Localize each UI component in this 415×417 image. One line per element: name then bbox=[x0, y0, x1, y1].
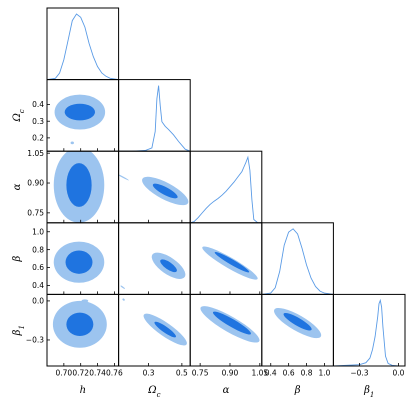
x-tick-label: 0.8 bbox=[301, 369, 313, 378]
contour-panel-alpha-beta1 bbox=[200, 306, 260, 343]
contour-panel-alpha-beta bbox=[202, 246, 258, 280]
y-tick-label: 0.2 bbox=[32, 133, 44, 142]
x-axis-label-beta: β bbox=[294, 385, 301, 396]
x-tick-label: 0.74 bbox=[89, 369, 106, 378]
x-tick-label: 0.90 bbox=[222, 369, 239, 378]
contour-panel-h-omega_c bbox=[54, 94, 106, 145]
marginal-panel-omega_c bbox=[118, 85, 191, 152]
x-tick-label: 0.75 bbox=[192, 369, 209, 378]
contour-island bbox=[118, 173, 129, 181]
contour-68-inner bbox=[283, 313, 312, 331]
y-tick-label: 0.90 bbox=[27, 179, 44, 188]
x-tick-label: 0.6 bbox=[283, 369, 295, 378]
x-tick-label: 1.0 bbox=[318, 369, 330, 378]
x-tick-label: −0.3 bbox=[350, 369, 368, 378]
x-tick-label: 0.76 bbox=[106, 369, 123, 378]
x-tick-label: 0.3 bbox=[143, 369, 155, 378]
contour-68-inner bbox=[66, 312, 94, 337]
x-axis-label-alpha: α bbox=[223, 385, 230, 396]
contour-panel-omega_c-beta1 bbox=[122, 298, 187, 346]
y-axis-label-beta1: β1 bbox=[12, 325, 26, 336]
marginal-curve-omega_c bbox=[118, 85, 191, 152]
contour-68-inner bbox=[212, 311, 252, 335]
contour-island bbox=[122, 298, 125, 301]
y-tick-label: 0.75 bbox=[27, 208, 44, 217]
contour-island bbox=[70, 141, 74, 145]
contour-panel-h-beta1 bbox=[52, 299, 107, 348]
marginal-panel-beta bbox=[261, 228, 334, 295]
x-tick-label: 0.0 bbox=[393, 369, 405, 378]
marginal-panel-beta1 bbox=[333, 298, 405, 366]
y-tick-label: −0.3 bbox=[26, 336, 44, 345]
marginal-curve-alpha bbox=[190, 155, 262, 223]
panel-frame bbox=[332, 293, 406, 367]
contour-68-inner bbox=[154, 321, 177, 338]
contour-68-inner bbox=[160, 259, 177, 273]
x-axis-label-h: h bbox=[80, 385, 86, 396]
y-axis-label-beta: β bbox=[12, 255, 23, 262]
x-tick-label: 1.05 bbox=[251, 369, 268, 378]
x-axis-label-beta1: β1 bbox=[363, 385, 374, 399]
marginal-curve-beta1 bbox=[333, 298, 405, 366]
marginal-panel-alpha bbox=[190, 155, 262, 223]
y-tick-label: 0.6 bbox=[32, 263, 44, 272]
contour-panel-h-alpha bbox=[53, 151, 105, 223]
y-tick-label: 0.4 bbox=[32, 281, 44, 290]
y-tick-label: 1.05 bbox=[27, 149, 44, 158]
x-axis-label-omega_c: Ωc bbox=[147, 385, 160, 399]
contour-68-inner bbox=[65, 250, 93, 274]
y-axis-label-alpha: α bbox=[12, 183, 23, 190]
contour-panel-beta-beta1 bbox=[274, 308, 322, 339]
contour-panel-h-beta bbox=[53, 241, 105, 283]
contour-68-inner bbox=[152, 183, 178, 199]
contour-panel-omega_c-alpha bbox=[118, 173, 189, 206]
x-tick-label: 0.70 bbox=[55, 369, 72, 378]
contour-68-inner bbox=[214, 251, 250, 273]
contour-panel-omega_c-beta bbox=[120, 252, 186, 289]
contour-68-inner bbox=[64, 103, 96, 121]
y-tick-label: 0.3 bbox=[32, 117, 44, 126]
panel-frame bbox=[46, 7, 120, 81]
marginal-curve-h bbox=[47, 13, 119, 80]
y-tick-label: 0.8 bbox=[32, 245, 44, 254]
y-tick-label: 0.0 bbox=[32, 297, 44, 306]
contour-island bbox=[120, 285, 125, 289]
panel-frame bbox=[118, 79, 191, 152]
panel-frame bbox=[118, 293, 191, 367]
contour-island bbox=[81, 299, 89, 303]
marginal-curve-beta bbox=[261, 228, 334, 295]
contour-68-inner bbox=[66, 163, 92, 207]
y-axis-label-omega_c: Ωc bbox=[12, 109, 26, 122]
x-tick-label: 0.72 bbox=[72, 369, 89, 378]
marginal-panel-h bbox=[47, 13, 119, 80]
y-tick-label: 1.0 bbox=[32, 227, 44, 236]
x-tick-label: 0.5 bbox=[176, 369, 188, 378]
y-tick-label: 0.4 bbox=[32, 100, 44, 109]
x-tick-label: 0.4 bbox=[265, 369, 277, 378]
